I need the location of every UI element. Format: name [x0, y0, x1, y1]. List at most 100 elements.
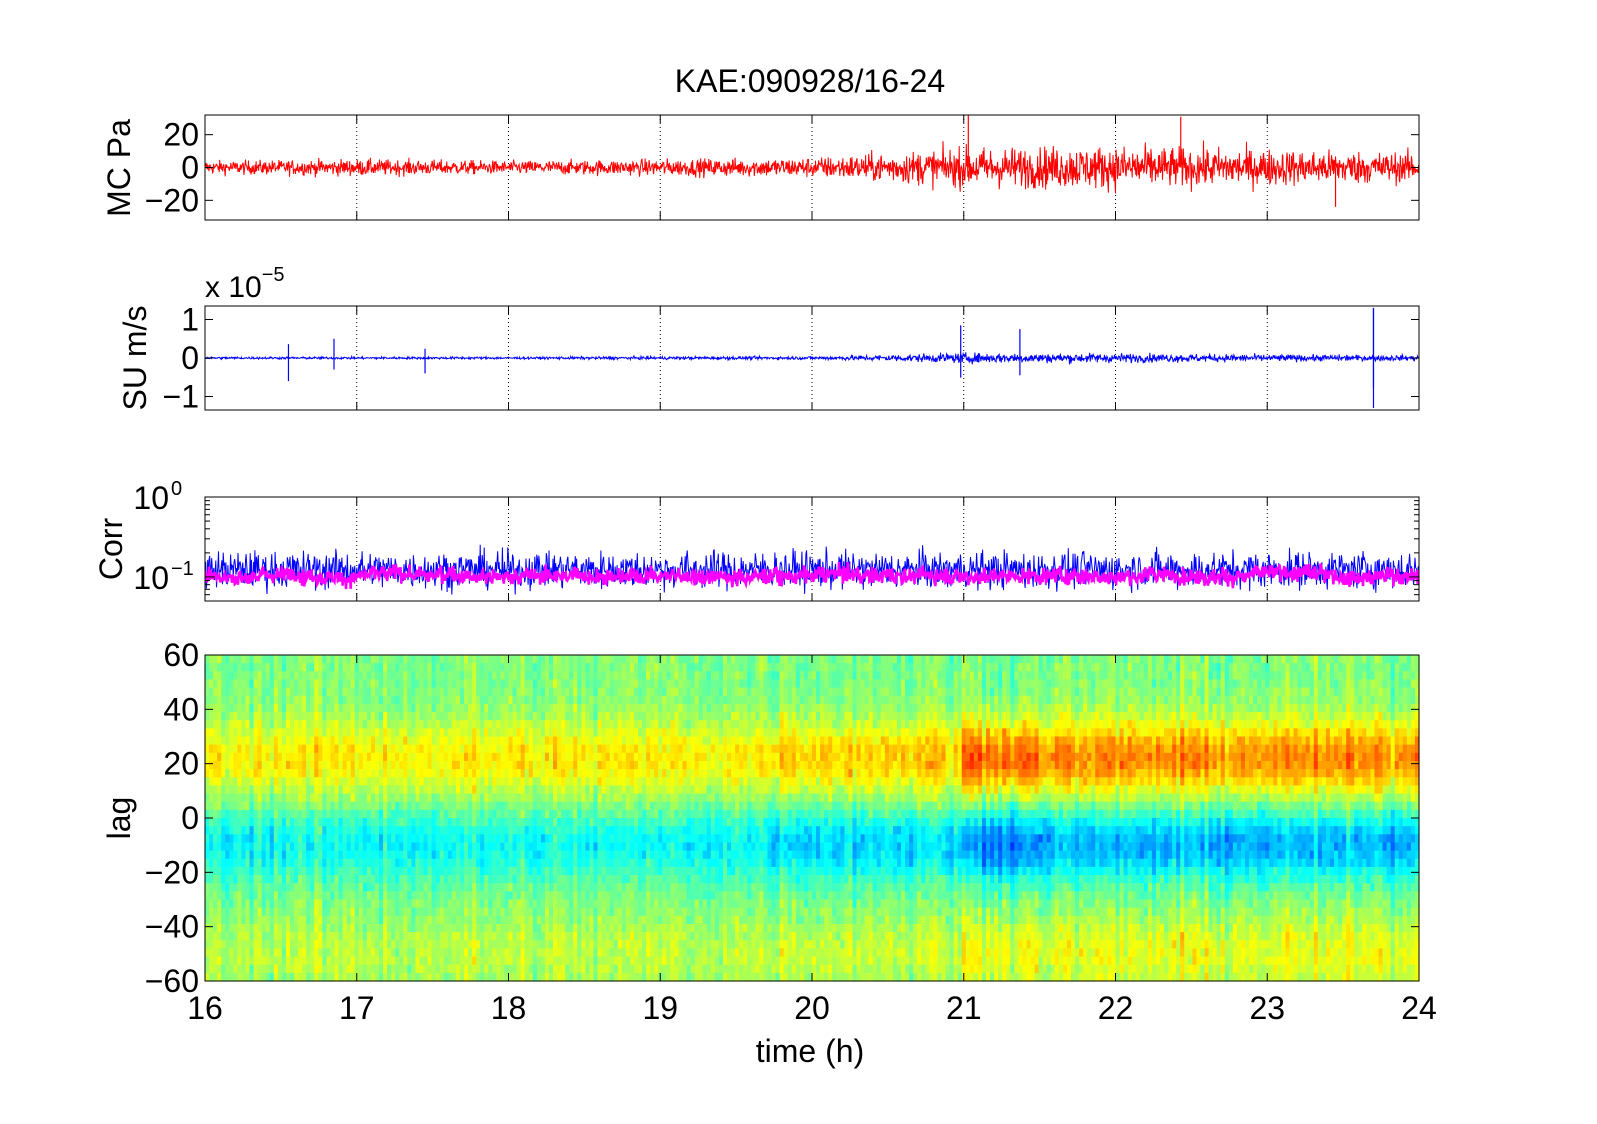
- heatmap-cell: [273, 875, 279, 884]
- heatmap-cell: [504, 964, 510, 974]
- heatmap-cell: [261, 703, 267, 713]
- heatmap-cell: [674, 834, 680, 844]
- heatmap-cell: [686, 785, 692, 795]
- heatmap-cell: [532, 883, 538, 892]
- heatmap-cell: [253, 679, 259, 689]
- heatmap-cell: [233, 826, 238, 835]
- heatmap-cell: [338, 687, 344, 697]
- heatmap-cell: [205, 720, 210, 729]
- heatmap-cell: [245, 826, 251, 835]
- heatmap-cell: [362, 834, 368, 844]
- heatmap-cell: [374, 769, 380, 778]
- heatmap-cell: [399, 769, 404, 778]
- heatmap-cell: [633, 915, 639, 925]
- heatmap-cell: [403, 744, 408, 754]
- heatmap-cell: [261, 907, 267, 917]
- heatmap-cell: [678, 655, 684, 664]
- heatmap-cell: [370, 883, 376, 892]
- heatmap-cell: [439, 712, 445, 721]
- heatmap-cell: [346, 818, 352, 827]
- heatmap-cell: [233, 842, 238, 852]
- heatmap-cell: [532, 695, 538, 705]
- heatmap-cell: [557, 744, 562, 754]
- heatmap-cell: [334, 891, 340, 901]
- heatmap-cell: [217, 834, 222, 844]
- heatmap-cell: [277, 760, 283, 770]
- heatmap-cell: [354, 809, 360, 819]
- heatmap-cell: [273, 663, 279, 672]
- heatmap-cell: [257, 760, 263, 770]
- heatmap-cell: [577, 932, 582, 941]
- heatmap-cell: [540, 695, 546, 705]
- heatmap-cell: [330, 703, 336, 713]
- heatmap-cell: [314, 769, 319, 778]
- heatmap-cell: [544, 818, 550, 827]
- heatmap-cell: [561, 793, 566, 803]
- heatmap-cell: [451, 671, 457, 681]
- heatmap-cell: [318, 915, 323, 925]
- heatmap-cell: [269, 866, 275, 876]
- heatmap-cell: [423, 809, 429, 819]
- heatmap-cell: [407, 923, 412, 933]
- heatmap-cell: [557, 777, 562, 786]
- heatmap-cell: [399, 703, 404, 713]
- heatmap-cell: [322, 785, 327, 795]
- heatmap-cell: [419, 899, 425, 909]
- heatmap-cell: [265, 842, 271, 852]
- heatmap-cell: [670, 655, 676, 664]
- heatmap-cell: [302, 826, 307, 835]
- heatmap-cell: [431, 777, 437, 786]
- heatmap-cell: [569, 932, 574, 941]
- heatmap-cell: [253, 712, 259, 721]
- heatmap-cell: [609, 777, 615, 786]
- heatmap-cell: [294, 866, 299, 876]
- heatmap-cell: [281, 899, 287, 909]
- heatmap-cell: [427, 785, 433, 795]
- heatmap-cell: [455, 915, 461, 925]
- heatmap-cell: [374, 956, 380, 966]
- heatmap-cell: [439, 703, 445, 713]
- heatmap-cell: [573, 842, 578, 852]
- heatmap-cell: [395, 826, 400, 835]
- heatmap-cell: [443, 720, 449, 729]
- heatmap-cell: [237, 948, 243, 958]
- heatmap-cell: [225, 801, 230, 811]
- heatmap-cell: [346, 744, 352, 754]
- heatmap-cell: [423, 777, 429, 786]
- heatmap-cell: [455, 972, 461, 982]
- heatmap-cell: [209, 883, 214, 892]
- heatmap-cell: [601, 703, 607, 713]
- heatmap-cell: [245, 744, 251, 754]
- heatmap-cell: [350, 769, 356, 778]
- heatmap-cell: [601, 736, 607, 746]
- heatmap-cell: [334, 695, 340, 705]
- heatmap-cell: [520, 948, 526, 958]
- heatmap-cell: [686, 866, 692, 876]
- heatmap-cell: [209, 687, 214, 697]
- heatmap-cell: [686, 932, 692, 941]
- heatmap-cell: [528, 769, 534, 778]
- heatmap-cell: [334, 720, 340, 729]
- heatmap-cell: [403, 891, 408, 901]
- heatmap-cell: [261, 842, 267, 852]
- heatmap-cell: [553, 875, 558, 884]
- heatmap-cell: [451, 923, 457, 933]
- heatmap-cell: [666, 842, 671, 852]
- heatmap-cell: [411, 948, 417, 958]
- heatmap-cell: [540, 883, 546, 892]
- heatmap-cell: [480, 948, 485, 958]
- heatmap-cell: [277, 932, 283, 941]
- heatmap-cell: [310, 809, 315, 819]
- heatmap-cell: [310, 818, 315, 827]
- heatmap-cell: [484, 818, 489, 827]
- heatmap-cell: [326, 923, 332, 933]
- heatmap-cell: [358, 712, 364, 721]
- heatmap-cell: [621, 712, 627, 721]
- heatmap-cell: [670, 972, 676, 982]
- heatmap-cell: [370, 671, 376, 681]
- heatmap-cell: [589, 818, 595, 827]
- heatmap-cell: [548, 728, 554, 738]
- heatmap-cell: [536, 948, 542, 958]
- heatmap-cell: [516, 948, 522, 958]
- heatmap-cell: [225, 948, 230, 958]
